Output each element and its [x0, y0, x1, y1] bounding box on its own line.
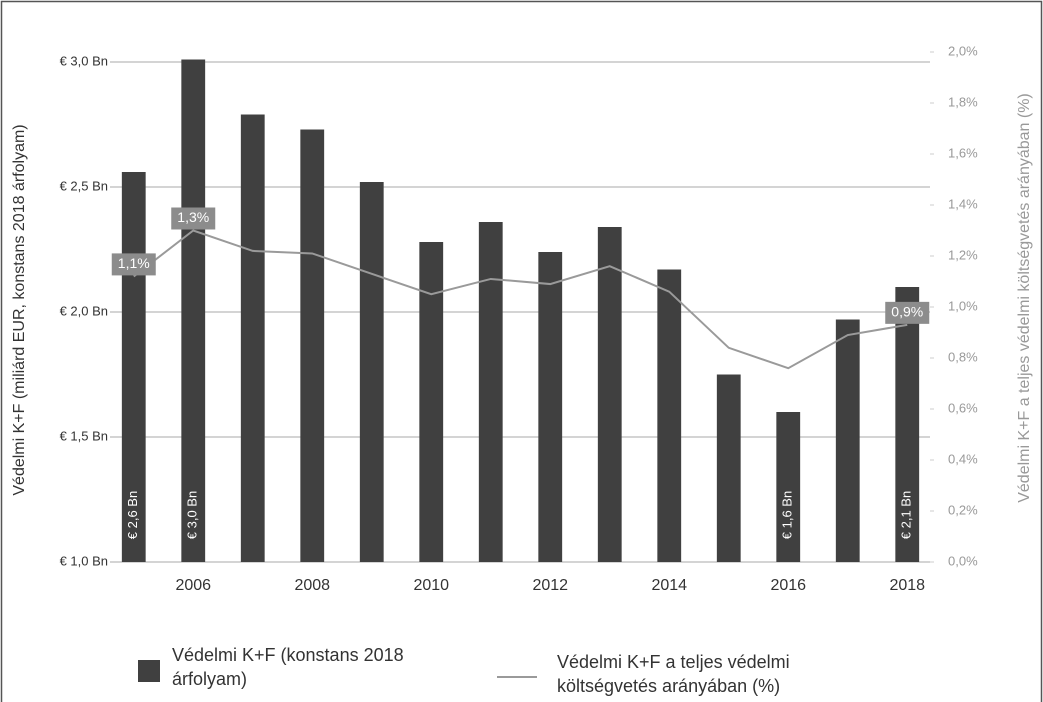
bar — [478, 222, 503, 562]
y-tick-label: € 1,5 Bn — [60, 428, 108, 443]
x-tick-label: 2016 — [770, 577, 806, 594]
bar-value-label: € 1,6 Bn — [780, 491, 795, 539]
y2-tick-label: 0,0% — [948, 553, 978, 568]
x-tick-label: 2014 — [651, 577, 687, 594]
y-axis-title: Védelmi K+F (miliárd EUR, konstans 2018 … — [11, 124, 28, 495]
y-tick-label: € 2,0 Bn — [60, 303, 108, 318]
y2-axis-title: Védelmi K+F a teljes védelmi költségveté… — [1016, 93, 1033, 503]
y2-tick-label: 1,4% — [948, 196, 978, 211]
bar — [181, 59, 206, 562]
x-tick-label: 2018 — [889, 577, 925, 594]
line-label-box — [885, 301, 930, 324]
bar — [776, 412, 801, 562]
y2-tick-label: 1,2% — [948, 247, 978, 262]
y2-tick-label: 2,0% — [948, 43, 978, 58]
bar — [240, 114, 265, 562]
bar — [419, 242, 444, 562]
bar-value-label: € 2,6 Bn — [125, 491, 140, 539]
line-label-box — [111, 253, 156, 276]
y2-tick-label: 0,8% — [948, 349, 978, 364]
y2-tick-label: 0,4% — [948, 451, 978, 466]
line-label-box — [171, 207, 216, 230]
bar-value-label: € 2,1 Bn — [899, 491, 914, 539]
x-tick-label: 2010 — [413, 577, 449, 594]
y-tick-label: € 3,0 Bn — [60, 53, 108, 68]
y-tick-label: € 1,0 Bn — [60, 553, 108, 568]
legend-swatch — [138, 660, 160, 682]
legend-label: Védelmi K+F a teljes védelmi költségveté… — [557, 652, 790, 696]
y2-tick-label: 0,6% — [948, 400, 978, 415]
line-value-label: 1,3% — [177, 209, 209, 225]
bar — [835, 319, 860, 562]
bar — [597, 227, 622, 562]
x-tick-label: 2006 — [175, 577, 211, 594]
bar — [895, 287, 920, 562]
x-tick-label: 2008 — [294, 577, 330, 594]
y2-tick-label: 1,6% — [948, 145, 978, 160]
legend-label: Védelmi K+F (konstans 2018 árfolyam) — [172, 645, 404, 689]
bar — [716, 374, 741, 562]
x-tick-label: 2012 — [532, 577, 568, 594]
bar — [657, 269, 682, 562]
line — [133, 229, 908, 370]
y-tick-label: € 2,5 Bn — [60, 178, 108, 193]
line-value-label: 1,1% — [118, 255, 150, 271]
bar — [300, 129, 325, 562]
bar-value-label: € 3,0 Bn — [185, 491, 200, 539]
legend-swatch — [497, 676, 537, 678]
bar — [359, 182, 384, 562]
y2-tick-label: 1,0% — [948, 298, 978, 313]
y2-tick-label: 0,2% — [948, 502, 978, 517]
bar — [538, 252, 563, 562]
line-value-label: 0,9% — [891, 304, 923, 320]
y2-tick-label: 1,8% — [948, 94, 978, 109]
